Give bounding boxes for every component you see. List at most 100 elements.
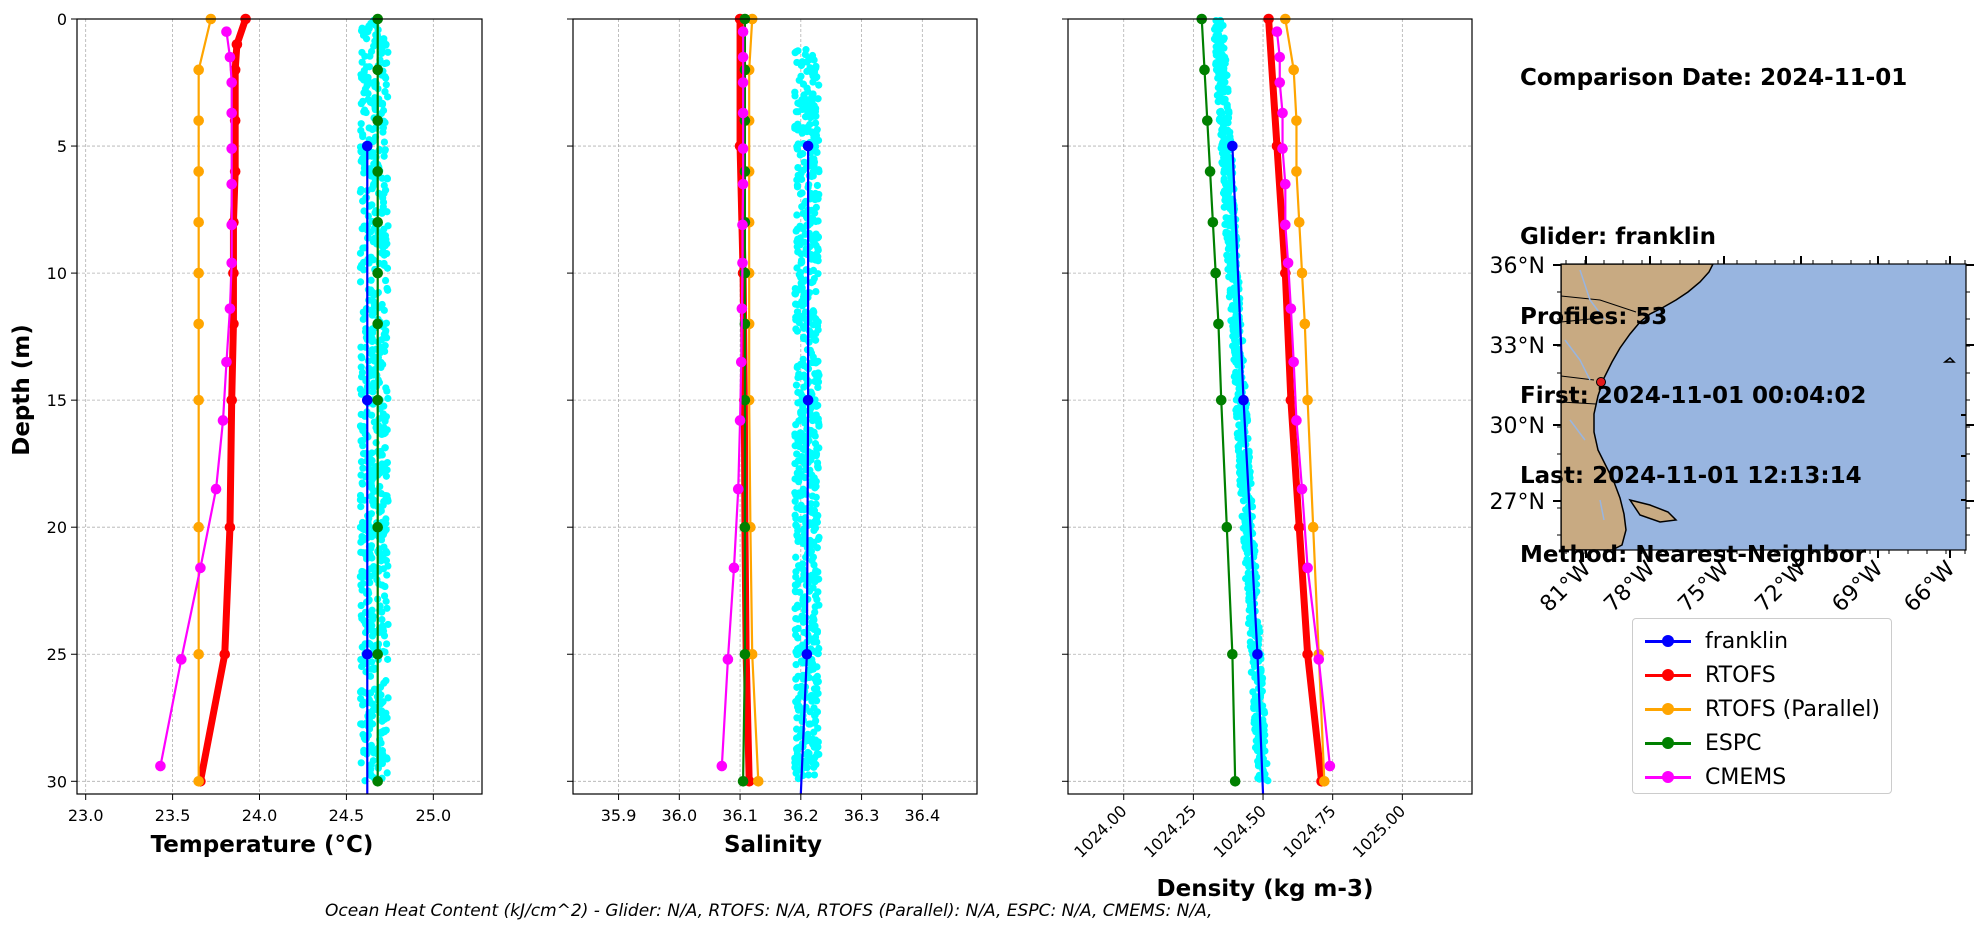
espc-point — [739, 521, 751, 533]
glider-scatter-point — [1226, 289, 1234, 297]
glider-scatter-point — [1253, 573, 1261, 581]
temperature-axis-label: Temperature (°C) — [151, 832, 374, 858]
glider-scatter-point — [797, 657, 806, 665]
cmems-point — [221, 356, 232, 368]
cmems-point — [1324, 760, 1336, 772]
glider-scatter-point — [382, 81, 390, 89]
legend-swatch — [1643, 726, 1693, 760]
glider-scatter-point — [366, 640, 374, 648]
legend-marker — [1662, 703, 1674, 715]
glider-scatter-point — [1215, 93, 1223, 101]
glider-scatter-point — [378, 336, 386, 344]
cmems-point — [226, 77, 237, 88]
glider-scatter-point — [793, 714, 801, 722]
rtofs-parallel-point — [746, 648, 758, 660]
glider-scatter-point — [362, 77, 370, 85]
rtofs-parallel-point — [193, 267, 204, 279]
cmems-point — [1296, 483, 1308, 495]
glider-scatter-point — [357, 261, 366, 269]
legend-item: CMEMS — [1643, 760, 1881, 794]
glider-scatter-point — [1234, 348, 1242, 357]
glider-scatter-point — [810, 333, 818, 341]
x-tick-label: 36.2 — [783, 806, 819, 825]
glider-scatter-point — [378, 460, 386, 468]
glider-scatter-point — [1221, 148, 1229, 156]
glider-scatter-point — [792, 381, 801, 389]
glider-scatter-point — [378, 242, 386, 250]
glider-scatter-point — [367, 658, 376, 666]
glider-scatter-point — [366, 672, 375, 680]
first-time: First: 2024-11-01 00:04:02 — [1520, 383, 1867, 409]
glider-scatter-point — [1234, 356, 1242, 364]
rtofs-point — [1293, 521, 1305, 533]
glider-location-marker — [1596, 377, 1606, 387]
glider-scatter-point — [378, 608, 386, 616]
glider-scatter-point — [364, 357, 373, 365]
glider-scatter-point — [1224, 85, 1232, 93]
glider-scatter-point — [357, 120, 365, 128]
plot-frame — [572, 18, 978, 795]
cmems-point — [217, 415, 229, 426]
glider-scatter-point — [797, 256, 806, 265]
glider-scatter-point — [1217, 65, 1225, 73]
glider-scatter-point — [792, 521, 800, 529]
glider-scatter-point — [812, 566, 820, 575]
glider-scatter-point — [1230, 255, 1238, 263]
glider-scatter-point — [800, 91, 808, 99]
glider-scatter-point — [366, 769, 374, 777]
cmems-point — [737, 143, 749, 154]
glider-scatter-point — [370, 685, 379, 693]
cmems-point — [226, 178, 237, 190]
glider-scatter-point — [791, 92, 799, 100]
glider-scatter-point — [794, 388, 802, 396]
density-panel: 1024.00 1024.25 1024.50 1024.75 1025.00 — [1062, 13, 1473, 862]
glider-scatter-point — [383, 492, 391, 500]
legend-item: RTOFS — [1643, 658, 1881, 692]
glider-scatter-point — [383, 549, 391, 557]
glider-scatter-point — [377, 557, 385, 565]
x-tick-label: 24.5 — [329, 806, 365, 825]
espc-point — [737, 775, 749, 787]
glider-scatter-point — [1220, 56, 1228, 64]
glider-scatter-point — [361, 26, 369, 34]
glider-scatter-point — [794, 163, 802, 172]
glider-scatter-point — [793, 176, 801, 184]
y-tick-label: 25 — [47, 645, 67, 664]
glider-scatter-point — [359, 426, 367, 435]
glider-scatter-point — [804, 748, 812, 757]
glider-scatter-point — [794, 120, 802, 128]
cmems-point — [1271, 26, 1283, 38]
glider-scatter-point — [803, 731, 811, 740]
glider-scatter-point — [812, 736, 820, 744]
cmems-point — [1282, 257, 1294, 269]
rtofs-point — [228, 318, 239, 330]
comparison-info: Comparison Date: 2024-11-01 Glider: fran… — [1520, 12, 1907, 595]
legend-marker — [1662, 737, 1674, 749]
salinity-panel: 35.9 36.0 36.1 36.2 36.3 36.4 — [567, 13, 978, 825]
glider-scatter-point — [380, 181, 388, 190]
glider-scatter-point — [814, 378, 823, 386]
glider-scatter-point — [805, 327, 814, 335]
glider-scatter-point — [793, 504, 801, 512]
rtofs-point — [226, 394, 237, 406]
glider-scatter-point — [804, 771, 813, 779]
glider-scatter-point — [799, 594, 807, 602]
glider-scatter-point — [813, 684, 821, 693]
legend-swatch — [1643, 624, 1693, 658]
glider-scatter-point — [359, 536, 367, 544]
legend-item: ESPC — [1643, 726, 1881, 760]
info-spacer — [1520, 145, 1907, 172]
espc-point — [372, 648, 384, 660]
glider-scatter-point — [794, 774, 802, 783]
glider-scatter-point — [379, 501, 387, 509]
legend: franklin RTOFS RTOFS (Parallel) ESPC CME… — [1632, 618, 1892, 794]
glider-scatter-point — [795, 733, 803, 741]
glider-scatter-point — [383, 604, 391, 612]
espc-point — [372, 115, 384, 126]
glider-scatter-point — [384, 93, 392, 101]
glider-scatter-point — [382, 472, 390, 480]
franklin-point — [802, 394, 814, 406]
glider-scatter-point — [799, 560, 807, 568]
glider-scatter-point — [360, 66, 368, 75]
glider-scatter-point — [794, 634, 802, 642]
